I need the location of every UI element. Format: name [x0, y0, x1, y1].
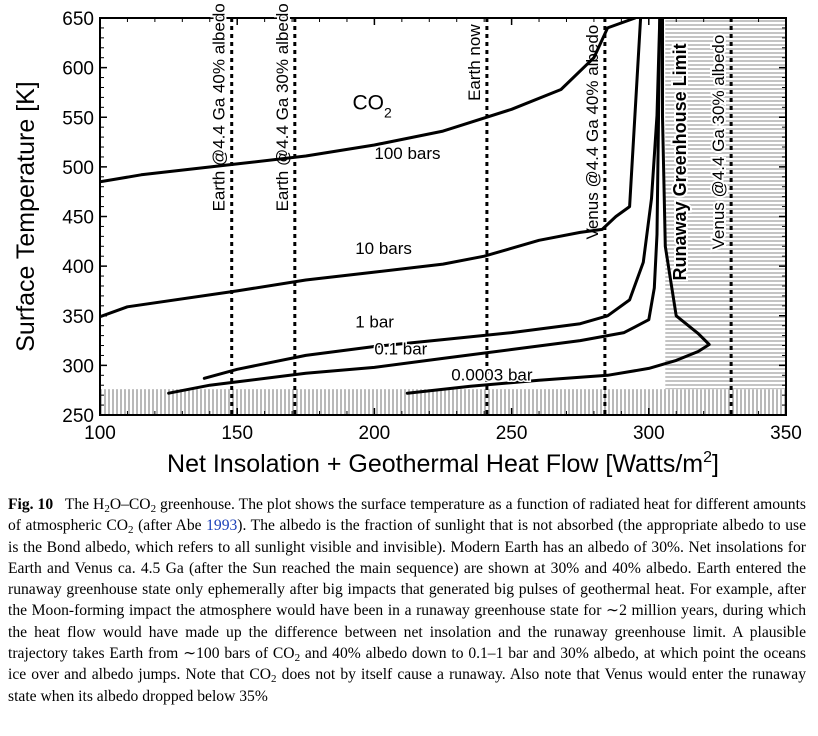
caption-sub: 2 — [150, 503, 157, 515]
albedo-line-label: Earth now — [465, 24, 484, 101]
albedo-line-label: Earth @4.4 Ga 40% albedo — [210, 3, 229, 211]
x-tick-label: 150 — [221, 423, 253, 444]
caption-body-2: and 40% albedo down to 0.1–1 bar and 30%… — [8, 645, 806, 684]
curve-label: CO2 — [352, 91, 392, 120]
caption-sub: 2 — [294, 652, 301, 665]
y-tick-label: 600 — [62, 59, 94, 80]
series-line — [405, 18, 711, 395]
series-line — [167, 18, 662, 395]
y-tick-label: 550 — [62, 108, 94, 129]
greenhouse-chart: Earth @4.4 Ga 40% albedo Earth @4.4 Ga 30… — [12, 1, 802, 478]
albedo-line-label: Venus @4.4 Ga 40% albedo — [583, 25, 602, 240]
caption-body-3: does not by itself cause a runaway. Also… — [8, 666, 806, 705]
x-tick-label: 250 — [496, 423, 528, 444]
series-line — [100, 18, 643, 319]
y-axis-title: Surface Temperature [K] — [12, 81, 40, 352]
curve-label: 10 bars — [355, 239, 412, 258]
ice-band-shade — [100, 389, 786, 415]
albedo-line-label: Venus @4.4 Ga 30% albedo — [709, 35, 728, 250]
caption-sub: 2 — [104, 503, 110, 515]
curve-label: 0.0003 bar — [451, 365, 533, 384]
curve-label: 100 bars — [374, 144, 440, 163]
series-lines — [100, 18, 711, 395]
runaway-zone-shade — [665, 18, 786, 390]
shaded-regions — [100, 18, 786, 415]
figure-label: Fig. 10 — [8, 496, 54, 513]
axis-labels: 100 150 200 250 300 350 250 300 350 400 450 500 550 6… — [12, 9, 802, 478]
runaway-limit-label: Runaway Greenhouse Limit — [670, 43, 690, 280]
caption-sub: 2 — [128, 524, 134, 537]
series-line — [202, 18, 662, 380]
caption-title-4: (after Abe — [133, 517, 207, 535]
y-tick-label: 350 — [62, 307, 94, 328]
y-tick-label: 250 — [62, 406, 94, 427]
curve-label: 1 bar — [355, 313, 394, 332]
axes — [99, 17, 787, 416]
x-tick-label: 300 — [633, 423, 665, 444]
reference-lines: Earth @4.4 Ga 40% albedo Earth @4.4 Ga 30… — [208, 1, 733, 415]
x-axis-title: Net Insolation + Geothermal Heat Flow [W… — [167, 449, 719, 478]
series-line — [100, 18, 637, 184]
y-tick-label: 650 — [62, 9, 94, 30]
y-tick-label: 500 — [62, 158, 94, 179]
caption-title-3: greenhouse. The plot shows the surface t… — [8, 496, 806, 535]
x-tick-label: 200 — [359, 423, 391, 444]
figure-caption: Fig. 10 The H2O–CO2 greenhouse. The plot… — [8, 494, 806, 707]
y-tick-label: 400 — [62, 257, 94, 278]
y-tick-label: 300 — [62, 356, 94, 377]
x-tick-label: 100 — [84, 423, 116, 444]
caption-title-1: The H — [64, 496, 105, 513]
x-tick-label: 350 — [770, 423, 802, 444]
y-tick-label: 450 — [62, 208, 94, 229]
caption-sub: 2 — [271, 673, 277, 686]
caption-title-2: O–CO — [109, 496, 151, 513]
caption-body-1: ). The albedo is the fraction of sunligh… — [8, 517, 806, 663]
curve-labels: CO2 100 bars 10 bars 1 bar 0.1 bar 0.0003 bar — [351, 90, 534, 386]
curve-label: 0.1 bar — [374, 339, 427, 358]
citation-link[interactable]: 1993 — [206, 517, 238, 535]
albedo-line-label: Earth @4.4 Ga 30% albedo — [273, 3, 292, 211]
